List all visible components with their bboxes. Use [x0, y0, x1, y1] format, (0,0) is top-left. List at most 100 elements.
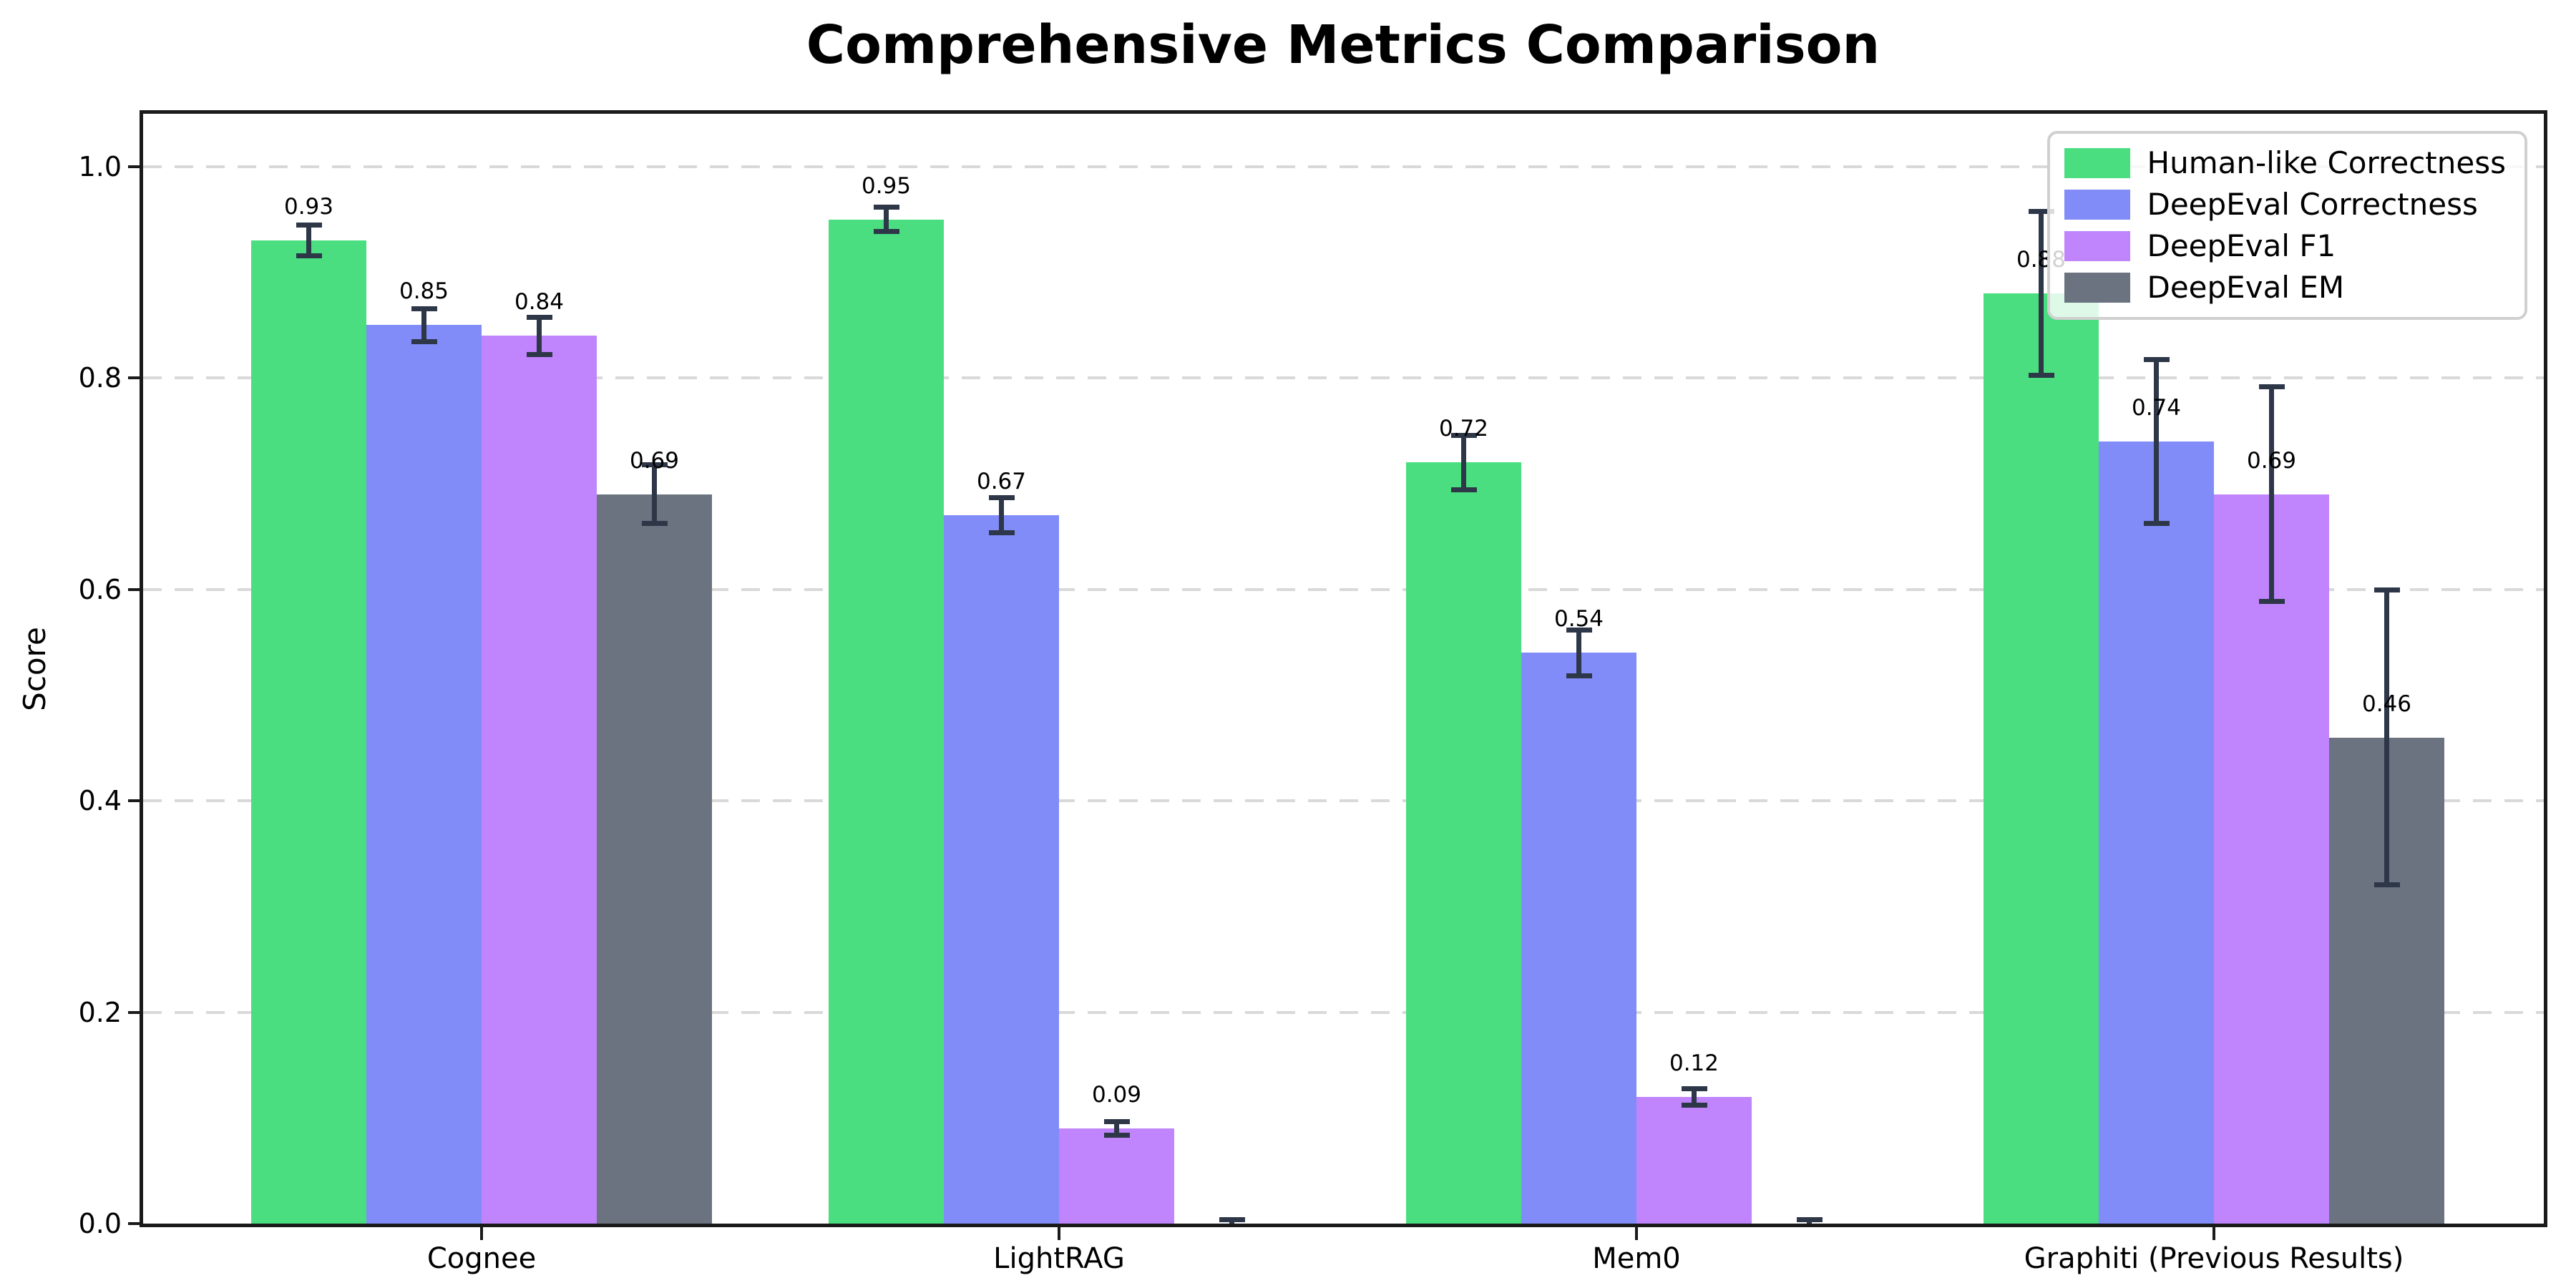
legend-label: DeepEval F1 [2147, 228, 2336, 263]
bar-human-like-correctness-1 [829, 219, 944, 1224]
y-tick-label: 0.8 [78, 362, 122, 394]
error-bar-cap-top [2258, 384, 2285, 390]
error-bar-cap-top [1566, 627, 1592, 633]
gridline-y-1.0 [143, 165, 2544, 168]
x-category-label: LightRAG [993, 1242, 1125, 1275]
bar-deepeval-f1-2 [1636, 1096, 1752, 1224]
error-bar-cap-top [873, 204, 899, 210]
bar-deepeval-correctness-3 [2099, 441, 2214, 1224]
y-tick-mark [128, 799, 140, 803]
error-bar-cap-top [2373, 587, 2400, 592]
gridline-y-0.6 [143, 587, 2544, 591]
error-bar-cap-bottom [873, 229, 899, 235]
error-bar [306, 225, 311, 257]
bar-value-label: 0.72 [1438, 416, 1489, 442]
error-bar [999, 497, 1004, 534]
bar-deepeval-f1-3 [2214, 494, 2329, 1224]
bar-value-label: 0.12 [1669, 1050, 1719, 1076]
error-bar-cap-bottom [411, 339, 437, 345]
y-axis-label: Score [17, 627, 52, 711]
bar-human-like-correctness-0 [251, 240, 366, 1224]
bar-value-label: 0.69 [629, 447, 680, 474]
error-bar-cap-bottom [1566, 673, 1592, 678]
error-bar [2269, 386, 2274, 602]
error-bar-cap-bottom [1103, 1133, 1130, 1138]
error-bar-cap-bottom [2373, 882, 2400, 888]
bar-value-label: 0.85 [399, 278, 449, 305]
legend-item-3: DeepEval F1 [2064, 228, 2507, 264]
error-bar-cap-bottom [641, 521, 668, 527]
x-tick-mark [1635, 1227, 1638, 1240]
error-bar [884, 206, 889, 233]
gridline-y-0.8 [143, 376, 2544, 380]
bar-deepeval-f1-1 [1059, 1128, 1174, 1224]
bar-value-label: 0.93 [283, 194, 334, 220]
bar-deepeval-correctness-0 [366, 325, 482, 1224]
error-bar [1692, 1088, 1697, 1106]
chart-title: Comprehensive Metrics Comparison [806, 14, 1880, 76]
legend-label: Human-like Correctness [2147, 145, 2507, 180]
error-bar-cap-top [1681, 1085, 1707, 1091]
error-bar [652, 464, 657, 525]
error-bar-cap-top [2143, 356, 2170, 362]
x-tick-mark [2212, 1227, 2215, 1240]
x-category-label: Graphiti (Previous Results) [2024, 1242, 2404, 1275]
bar-human-like-correctness-3 [1984, 293, 2099, 1224]
y-tick-label: 1.0 [78, 150, 122, 182]
error-bar-cap-bottom [1450, 487, 1477, 492]
error-bar [2039, 210, 2044, 376]
error-bar [537, 316, 542, 355]
error-bar [1576, 629, 1581, 676]
error-bar-cap-bottom [2258, 599, 2285, 605]
y-tick-label: 0.2 [78, 996, 122, 1028]
error-bar-cap-top [1796, 1217, 1823, 1223]
legend: Human-like Correctness DeepEval Correctne… [2046, 131, 2527, 320]
bar-value-label: 0.95 [861, 172, 912, 199]
error-bar-cap-bottom [1681, 1102, 1707, 1108]
legend-label: DeepEval Correctness [2147, 187, 2478, 222]
error-bar-cap-top [641, 462, 668, 468]
legend-item-4: DeepEval EM [2064, 270, 2507, 306]
y-tick-mark [128, 587, 140, 591]
bar-deepeval-correctness-1 [944, 515, 1059, 1224]
bar-deepeval-correctness-2 [1521, 653, 1636, 1224]
y-tick-mark [128, 376, 140, 380]
error-bar-cap-top [2028, 208, 2054, 214]
error-bar [2154, 358, 2159, 525]
plot-area: 0.93 0.95 0.72 0.88 0.85 0.67 0.54 0.74 0.84 0.09… [140, 110, 2547, 1227]
error-bar [1461, 435, 1466, 490]
bar-value-label: 0.54 [1553, 606, 1604, 633]
error-bar [421, 308, 426, 343]
error-bar-cap-top [1103, 1118, 1130, 1124]
x-tick-mark [1058, 1227, 1060, 1240]
error-bar [2384, 589, 2389, 886]
legend-item-1: Human-like Correctness [2064, 145, 2507, 181]
error-bar-cap-top [411, 306, 437, 311]
error-bar-cap-bottom [296, 253, 322, 259]
error-bar-cap-bottom [2143, 521, 2170, 527]
y-tick-mark [128, 1222, 140, 1225]
error-bar-cap-top [1450, 433, 1477, 439]
y-tick-label: 0.0 [78, 1208, 122, 1239]
bar-human-like-correctness-2 [1406, 462, 1521, 1224]
gridline-y-0.2 [143, 1010, 2544, 1014]
bar-deepeval-em-0 [597, 494, 712, 1224]
y-tick-label: 0.6 [78, 573, 122, 605]
y-tick-mark [128, 1010, 140, 1014]
bar-value-label: 0.69 [2246, 447, 2297, 474]
bar-value-label: 0.67 [976, 469, 1027, 495]
legend-item-2: DeepEval Correctness [2064, 187, 2507, 223]
bar-value-label: 0.74 [2131, 394, 2182, 421]
bar-value-label: 0.46 [2361, 691, 2412, 717]
bar-deepeval-f1-0 [482, 336, 597, 1224]
gridline-y-0.4 [143, 799, 2544, 803]
bar-value-label: 0.84 [514, 289, 565, 316]
error-bar-cap-bottom [988, 530, 1015, 536]
x-category-label: Cognee [426, 1242, 537, 1275]
error-bar-cap-top [1219, 1217, 1245, 1223]
legend-swatch [2064, 273, 2130, 303]
legend-label: DeepEval EM [2147, 270, 2345, 305]
error-bar-cap-top [988, 495, 1015, 501]
x-category-label: Mem0 [1592, 1242, 1681, 1275]
